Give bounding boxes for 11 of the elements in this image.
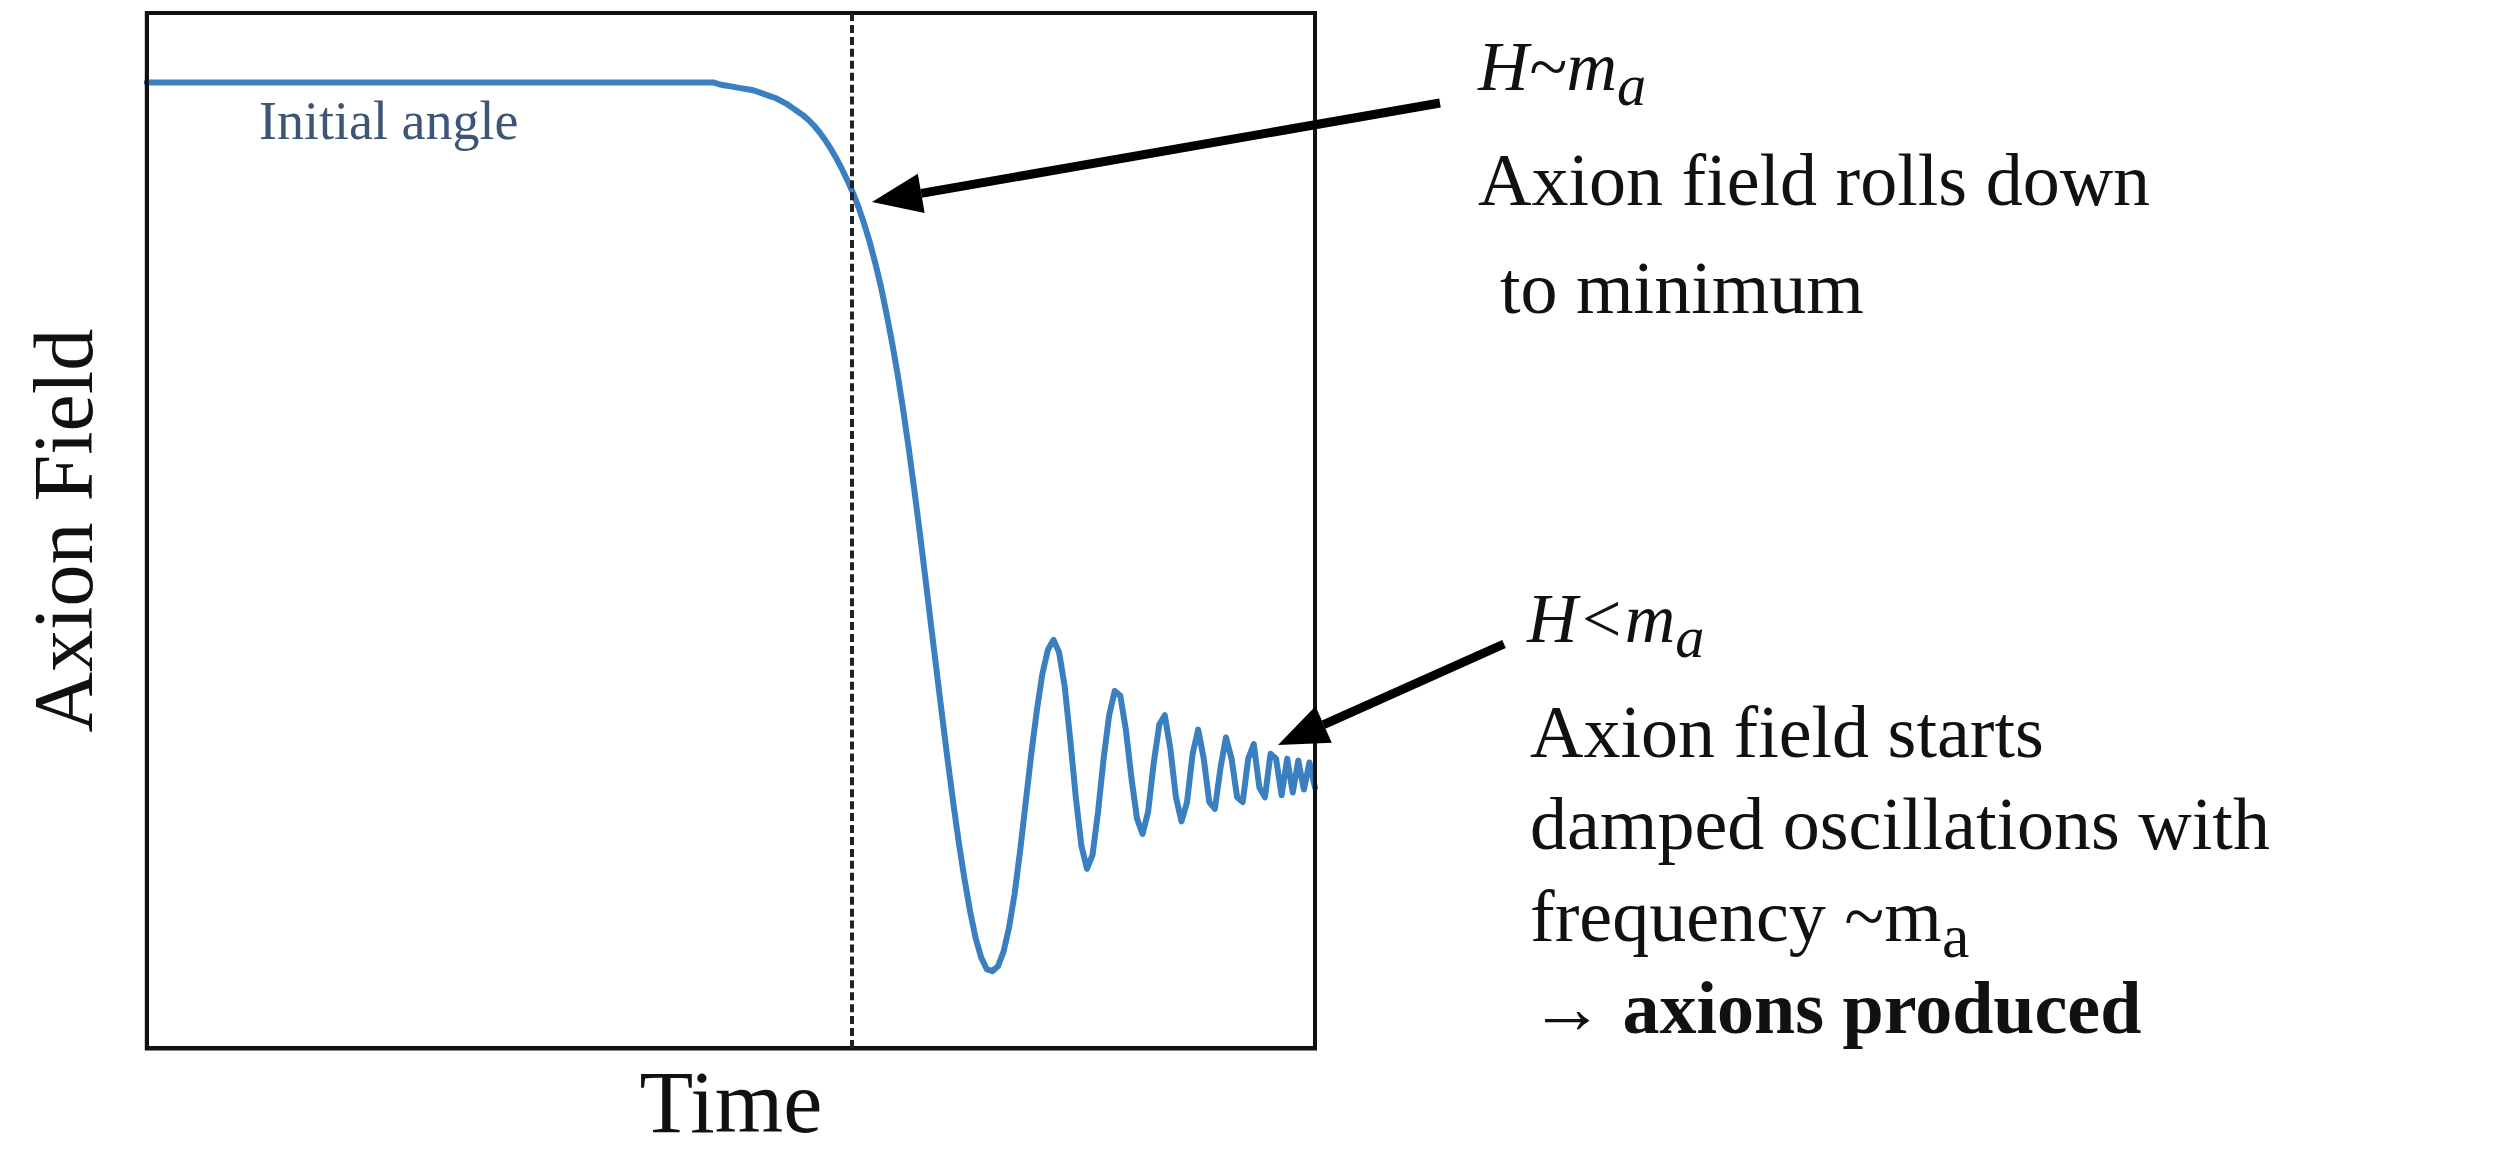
- text: H<m$_{a}$: [1527, 580, 1705, 671]
- text: Axion field rolls down: [1478, 139, 2151, 222]
- text: → axions produced: [1530, 967, 2142, 1050]
- annotation: Initial angle: [259, 91, 519, 152]
- y-axis-title: Axion Field: [17, 328, 111, 733]
- text: damped oscillations with: [1530, 783, 2270, 866]
- text: H~m$_{a}$: [1478, 28, 1647, 119]
- text: frequency ~m$_{a}$: [1530, 875, 1970, 970]
- x-axis-title: Time: [639, 1054, 823, 1152]
- text: to minimum: [1500, 247, 1864, 330]
- text: Axion field starts: [1530, 691, 2044, 774]
